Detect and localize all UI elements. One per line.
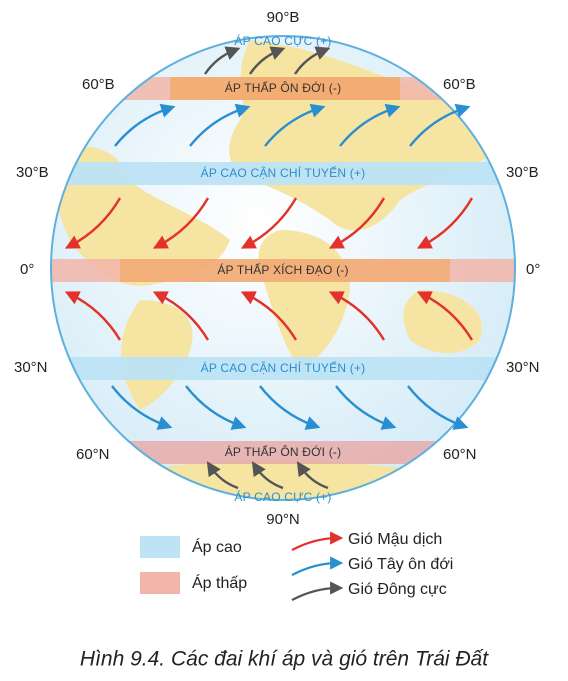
low-band-core <box>170 77 400 100</box>
legend-label: Gió Tây ôn đới <box>348 556 453 573</box>
wind-arrow <box>152 197 210 249</box>
wind-arrow <box>328 291 386 341</box>
legend-label: Áp thấp <box>192 573 247 592</box>
wind-arrow <box>328 197 386 249</box>
high-band <box>51 162 515 185</box>
wind-arrow <box>249 46 286 75</box>
wind-arrow <box>64 197 122 249</box>
wind-arrow <box>407 385 469 430</box>
wind-arrow <box>339 103 401 147</box>
wind-arrow <box>111 385 173 430</box>
belt-label: ÁP THẤP ÔN ĐỚI (-) <box>225 444 342 459</box>
latitude-label: 30°N <box>506 359 540 376</box>
latitude-label: 30°B <box>16 164 49 181</box>
wind-arrow <box>416 291 474 341</box>
high-band <box>51 357 515 380</box>
legend-arrow <box>291 581 344 601</box>
belt-label: ÁP CAO CỰC (+) <box>234 33 331 48</box>
wind-arrow <box>204 46 241 75</box>
globe-outline <box>50 35 516 501</box>
latitude-label: 30°B <box>506 164 539 181</box>
caption: Hình 9.4. Các đai khí áp và gió trên Trá… <box>80 648 489 671</box>
wind-arrow <box>416 197 474 249</box>
legend-swatch <box>140 572 180 594</box>
wind-arrow <box>296 461 329 490</box>
wind-arrow <box>294 46 331 75</box>
latitude-label: 0° <box>20 261 34 278</box>
legend-arrow <box>291 556 344 576</box>
wind-arrow <box>240 197 298 249</box>
wind-arrows <box>64 46 474 490</box>
wind-arrow <box>335 385 397 430</box>
low-band <box>51 441 515 464</box>
legend-label: Áp cao <box>192 537 242 556</box>
belt-label: ÁP THẤP XÍCH ĐẠO (-) <box>217 262 348 277</box>
wind-arrow <box>409 103 471 147</box>
latitude-label: 60°N <box>443 446 477 463</box>
latitude-label: 90°B <box>267 9 300 26</box>
wind-arrow <box>189 103 251 147</box>
latitude-label: 60°N <box>76 446 110 463</box>
wind-arrow <box>264 103 326 147</box>
wind-arrow <box>206 461 239 490</box>
legend-label: Gió Mậu dịch <box>348 531 442 548</box>
latitude-label: 90°N <box>266 511 300 528</box>
wind-arrow <box>251 461 284 490</box>
low-band-core <box>120 259 450 282</box>
wind-arrow <box>240 291 298 341</box>
latitude-label: 30°N <box>14 359 48 376</box>
latitude-label: 60°B <box>82 76 115 93</box>
wind-arrow <box>259 385 321 430</box>
belt-label: ÁP CAO CẬN CHÍ TUYẾN (+) <box>201 165 366 180</box>
belt-label: ÁP CAO CỰC (+) <box>234 489 331 504</box>
belt-label: ÁP CAO CẬN CHÍ TUYẾN (+) <box>201 360 366 375</box>
legend-label: Gió Đông cực <box>348 581 447 598</box>
wind-arrow <box>114 103 176 147</box>
legend-arrow <box>291 531 344 551</box>
wind-arrow <box>152 291 210 341</box>
wind-arrow <box>185 385 247 430</box>
pressure-bands <box>51 77 515 464</box>
belt-label: ÁP THẤP ÔN ĐỚI (-) <box>225 80 342 95</box>
latitude-label: 0° <box>526 261 540 278</box>
wind-arrow <box>64 291 122 341</box>
latitude-label: 60°B <box>443 76 476 93</box>
legend-swatch <box>140 536 180 558</box>
